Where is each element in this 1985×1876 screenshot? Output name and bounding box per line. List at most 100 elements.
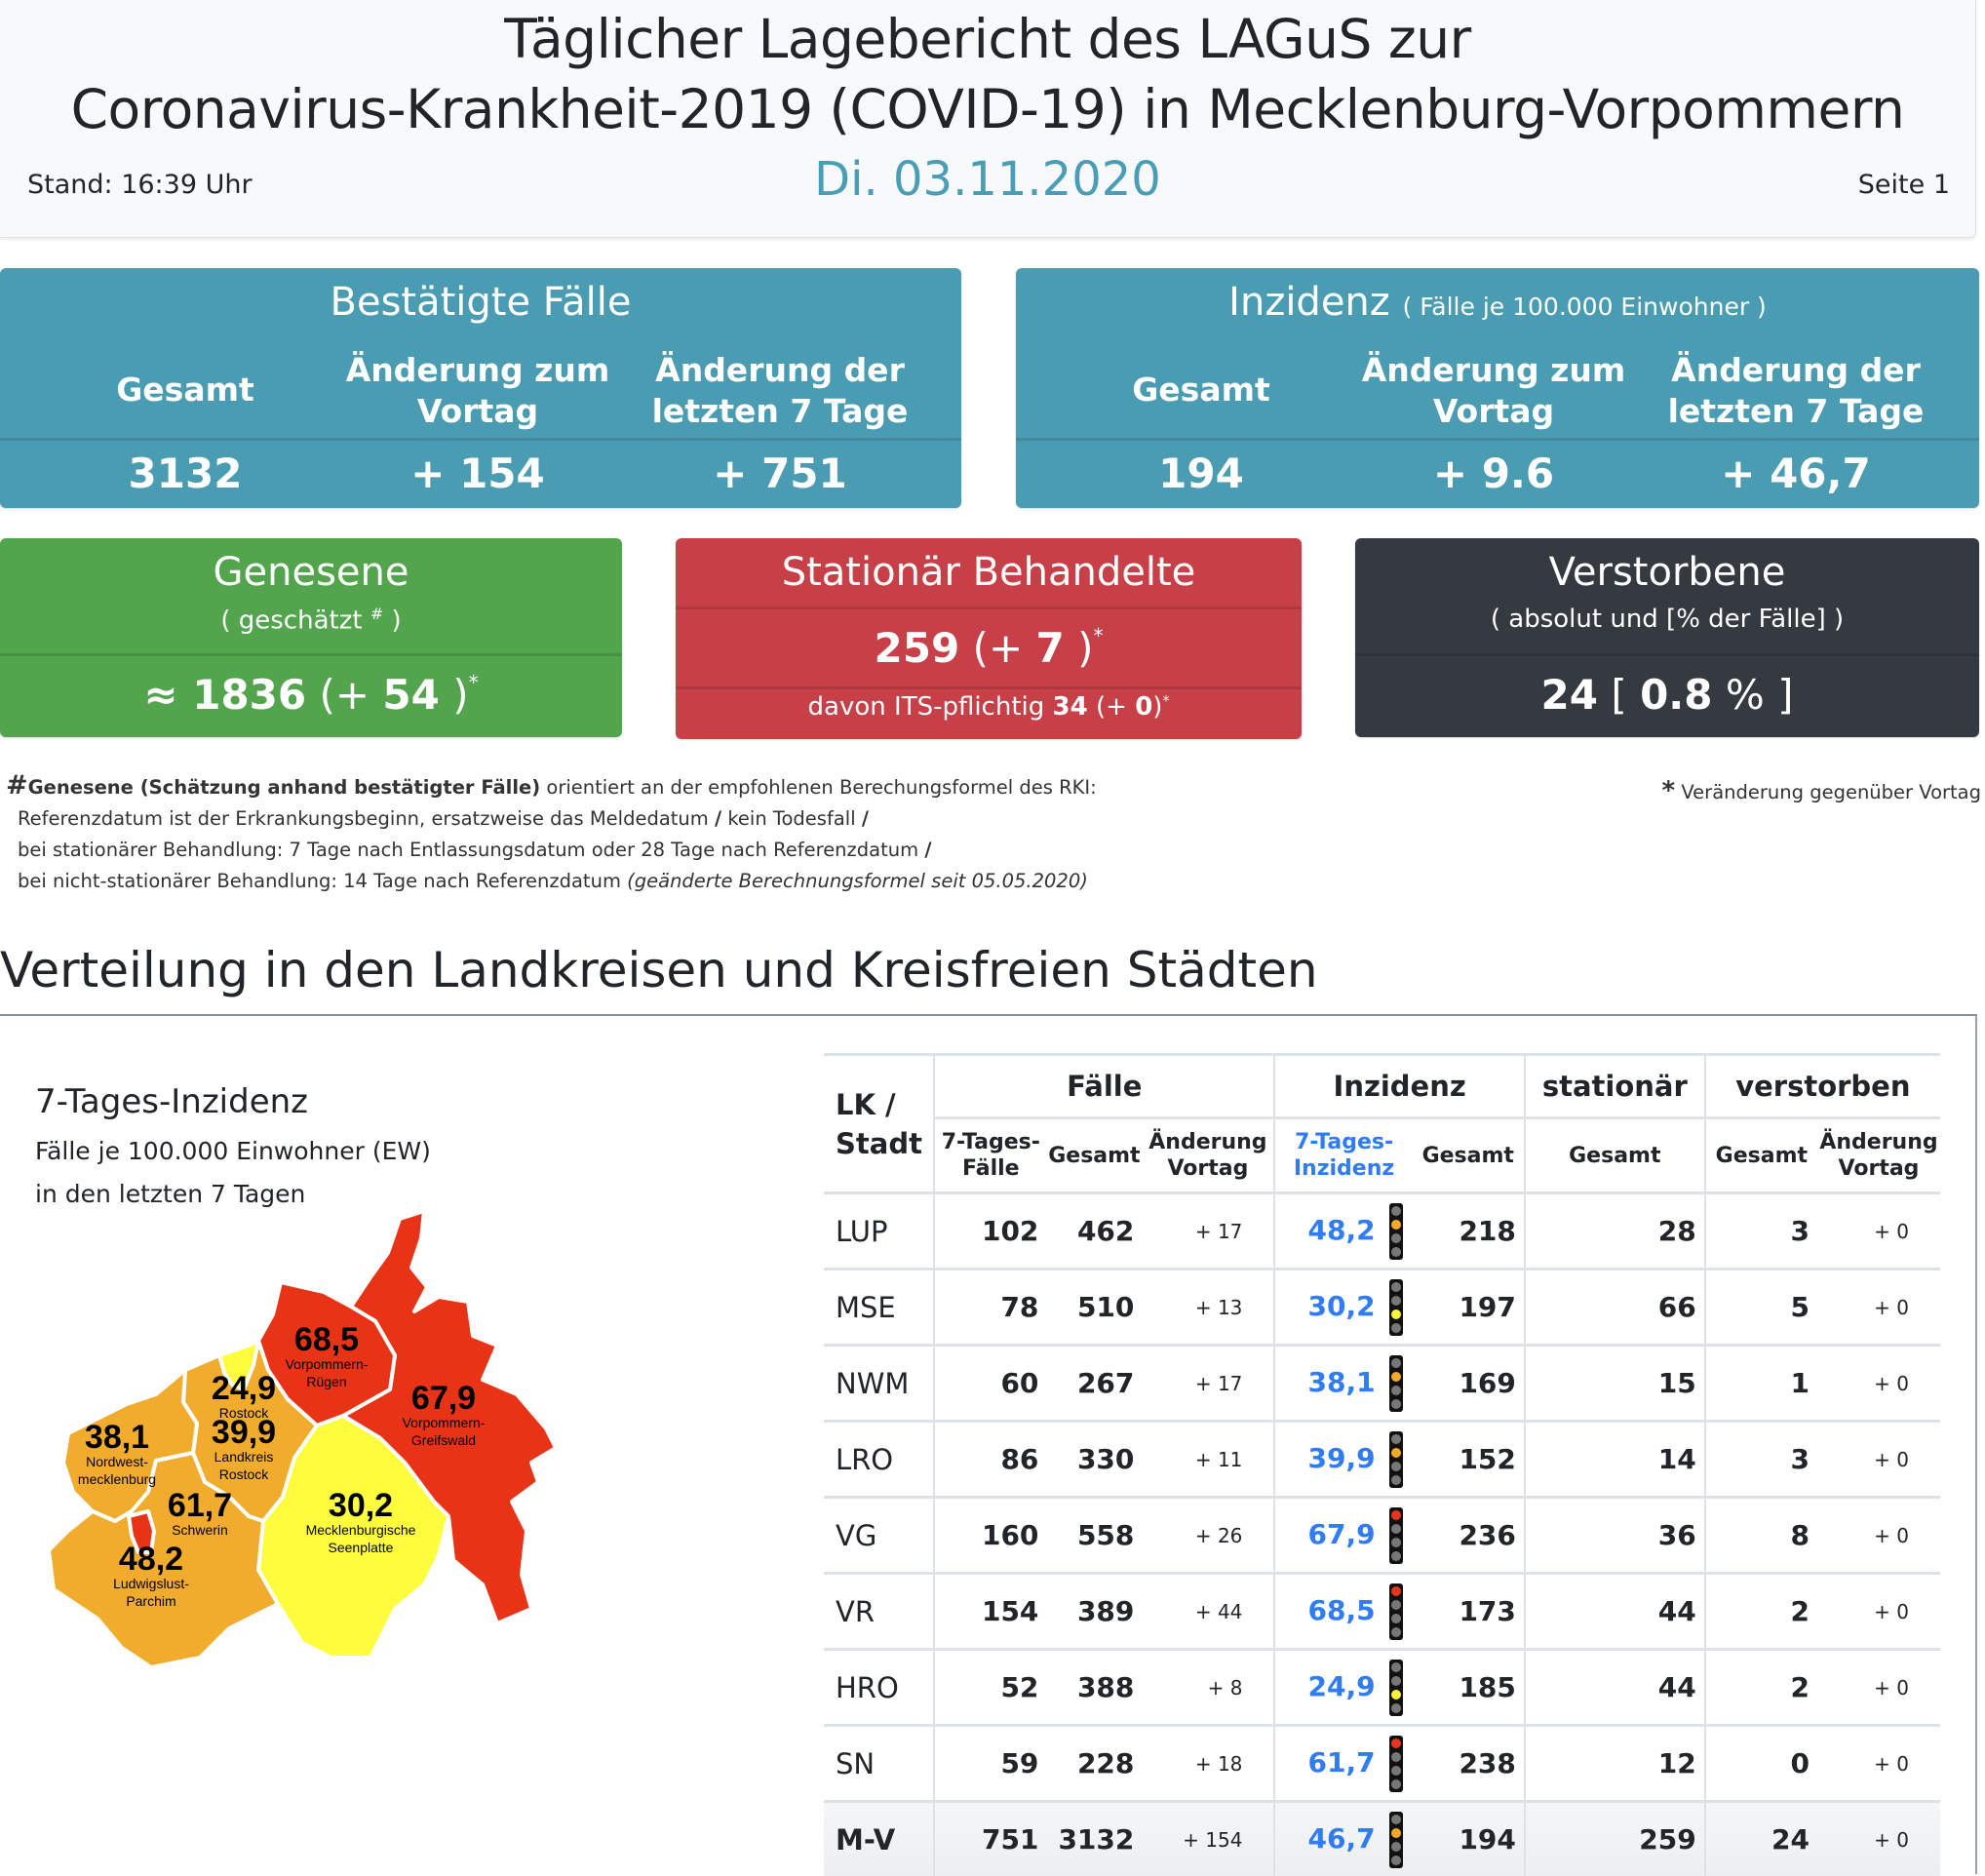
cell-cases-change: + 13	[1142, 1270, 1274, 1346]
cell-incidence-total: 218	[1413, 1193, 1525, 1270]
cell-cases-change: + 154	[1142, 1802, 1274, 1876]
map-name-nwm: mecklenburg	[78, 1471, 156, 1487]
map-value-lro: 39,9	[212, 1414, 276, 1451]
traffic-light-icon	[1389, 1279, 1403, 1336]
cell-7day-incidence: 48,2	[1274, 1193, 1412, 1270]
cell-incidence-total: 238	[1413, 1726, 1525, 1802]
col-hosp-total: Gesamt	[1525, 1118, 1705, 1193]
hash-mark: #	[6, 770, 28, 801]
map-name-lro: Rostock	[219, 1466, 270, 1482]
traffic-light-icon	[1389, 1203, 1403, 1260]
slash: /	[862, 807, 869, 830]
traffic-light-icon	[1389, 1355, 1403, 1412]
cell-cases-change: + 18	[1142, 1726, 1274, 1802]
card-title: Bestätigte Fälle	[0, 280, 961, 325]
title-line-2: Coronavirus-Krankheit-2019 (COVID-19) in…	[0, 74, 1975, 144]
cell-7day-incidence: 24,9	[1274, 1650, 1412, 1726]
paren: )	[1152, 692, 1162, 722]
traffic-light-icon	[1389, 1431, 1403, 1488]
cell-hosp-total: 36	[1525, 1498, 1705, 1574]
traffic-light-bulb	[1391, 1358, 1401, 1368]
footnote-text: bei stationärer Behandlung: 7 Tage nach …	[18, 839, 924, 861]
traffic-light-bulb	[1391, 1524, 1401, 1534]
header-change-day: Änderung zum Vortag	[1347, 350, 1640, 432]
district-code: NWM	[824, 1346, 934, 1422]
traffic-light-bulb	[1391, 1448, 1401, 1458]
col-cases-change: Änderung Vortag	[1142, 1118, 1274, 1193]
traffic-light-bulb	[1391, 1538, 1401, 1547]
cell-deceased-total: 5	[1705, 1270, 1817, 1346]
cell-7day-incidence: 68,5	[1274, 1574, 1412, 1650]
cell-cases-total: 558	[1046, 1498, 1142, 1574]
map-value-nwm: 38,1	[85, 1419, 149, 1456]
cell-7day-cases: 78	[934, 1270, 1046, 1346]
district-code: HRO	[824, 1650, 934, 1726]
cell-hosp-total: 15	[1525, 1346, 1705, 1422]
district-code: MSE	[824, 1270, 934, 1346]
incidence-value: 61,7	[1308, 1746, 1376, 1778]
footnote-line-3: bei stationärer Behandlung: 7 Tage nach …	[6, 835, 1097, 866]
cell-7day-incidence: 39,9	[1274, 1422, 1412, 1498]
recovered-total: 1836	[192, 671, 306, 719]
card-title: Genesene	[0, 550, 622, 595]
page-number: Seite 1	[1858, 170, 1950, 200]
map-name-vr: Rügen	[306, 1374, 346, 1389]
cell-deceased-change: + 0	[1817, 1270, 1940, 1346]
recovered-card: Genesene ( geschätzt # ) ≈ 1836 (+ 54 )*	[0, 538, 622, 737]
cell-hosp-total: 14	[1525, 1422, 1705, 1498]
cell-hosp-total: 66	[1525, 1270, 1705, 1346]
cell-7day-incidence: 67,9	[1274, 1498, 1412, 1574]
traffic-light-bulb	[1391, 1600, 1401, 1610]
cell-hosp-total: 259	[1525, 1802, 1705, 1876]
incidence-value: 30,2	[1308, 1290, 1376, 1322]
traffic-light-icon	[1389, 1812, 1403, 1868]
header-change-week: Änderung der letzten 7 Tage	[1650, 350, 1942, 432]
cell-incidence-total: 169	[1413, 1346, 1525, 1422]
value-change-week: + 751	[634, 449, 926, 497]
cell-incidence-total: 173	[1413, 1574, 1525, 1650]
cell-incidence-total: 236	[1413, 1498, 1525, 1574]
map-name-mse: Mecklenburgische	[306, 1522, 416, 1538]
cell-cases-total: 267	[1046, 1346, 1142, 1422]
cell-7day-cases: 59	[934, 1726, 1046, 1802]
cell-deceased-change: + 0	[1817, 1802, 1940, 1876]
footnote-italic: (geänderte Berechnungsformel seit 05.05.…	[627, 870, 1088, 892]
incidence-title: Inzidenz	[1228, 280, 1390, 325]
confirmed-cases-card: Bestätigte Fälle Gesamt Änderung zum Vor…	[0, 268, 961, 508]
divider	[1355, 653, 1979, 656]
header-total: Gesamt	[68, 370, 302, 410]
paren: )	[440, 671, 469, 719]
traffic-light-bulb	[1391, 1282, 1401, 1292]
traffic-light-bulb	[1391, 1386, 1401, 1395]
footnote-text: Referenzdatum ist der Erkrankungsbeginn,…	[18, 807, 715, 830]
traffic-light-bulb	[1391, 1703, 1401, 1713]
cell-deceased-total: 2	[1705, 1574, 1817, 1650]
cell-deceased-total: 2	[1705, 1650, 1817, 1726]
cell-cases-change: + 11	[1142, 1422, 1274, 1498]
incidence-value: 48,2	[1308, 1214, 1376, 1246]
cell-cases-total: 3132	[1046, 1802, 1142, 1876]
cell-cases-change: + 17	[1142, 1346, 1274, 1422]
cell-deceased-total: 0	[1705, 1726, 1817, 1802]
deceased-value: 24 [ 0.8 % ]	[1355, 671, 1979, 719]
cell-cases-total: 510	[1046, 1270, 1142, 1346]
traffic-light-bulb	[1391, 1586, 1401, 1596]
its-line: davon ITS-pflichtig 34 (+ 0)*	[676, 692, 1302, 722]
footnote-bold: Genesene (Schätzung anhand bestätigter F…	[28, 776, 541, 799]
map-subtitle: Fälle je 100.000 Einwohner (EW)	[35, 1137, 431, 1165]
header-change-day: Änderung zum Vortag	[331, 350, 624, 432]
map-value-hro: 24,9	[212, 1370, 276, 1407]
cell-incidence-total: 152	[1413, 1422, 1525, 1498]
traffic-light-bulb	[1391, 1510, 1401, 1520]
divider	[676, 686, 1302, 689]
cell-7day-incidence: 38,1	[1274, 1346, 1412, 1422]
cell-7day-cases: 751	[934, 1802, 1046, 1876]
traffic-light-bulb	[1391, 1296, 1401, 1306]
incidence-value: 67,9	[1308, 1518, 1376, 1550]
cell-deceased-total: 3	[1705, 1193, 1817, 1270]
card-subtitle: ( absolut und [% der Fälle] )	[1355, 605, 1979, 634]
cell-deceased-total: 3	[1705, 1422, 1817, 1498]
table-group-header: LK / Stadt Fälle Inzidenz stationär vers…	[824, 1055, 1940, 1118]
section-title: Verteilung in den Landkreisen und Kreisf…	[0, 942, 1318, 998]
